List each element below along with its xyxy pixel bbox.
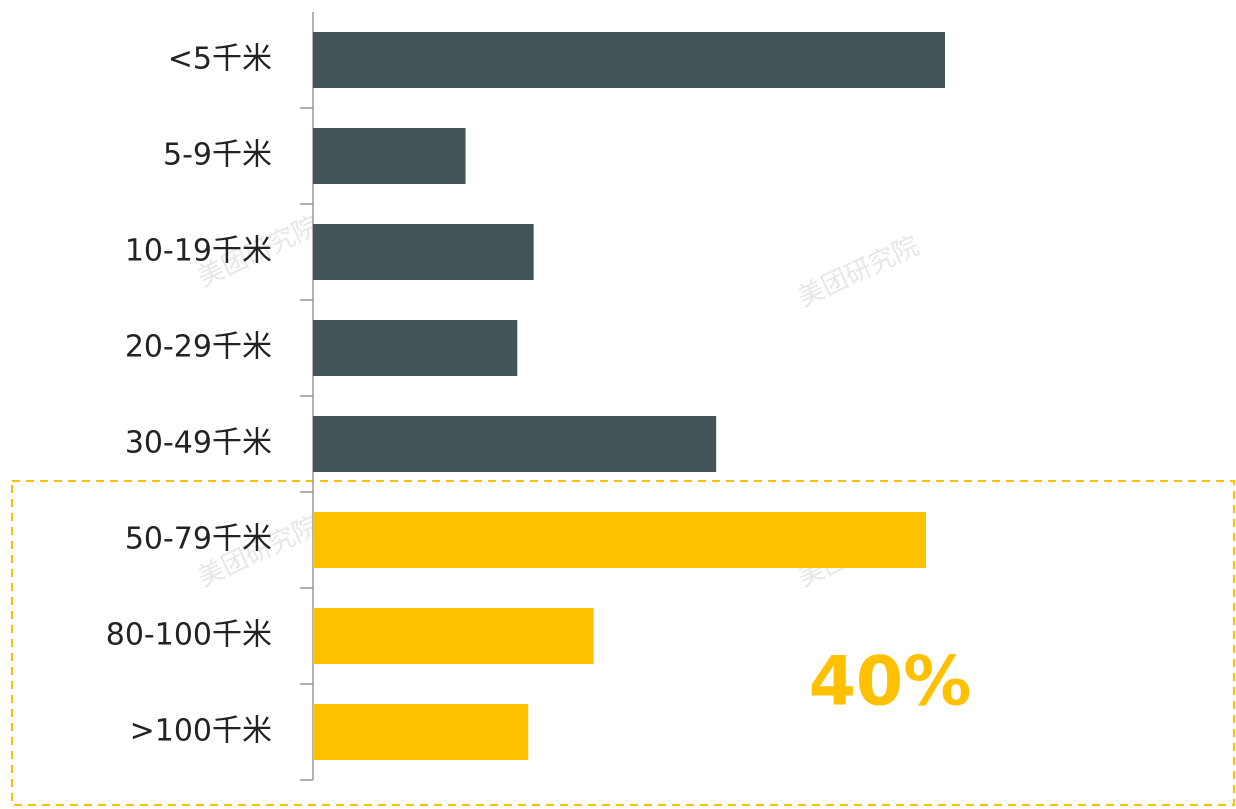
bar	[313, 512, 926, 568]
category-label: 20-29千米	[125, 330, 272, 365]
category-label: <5千米	[168, 42, 272, 77]
highlight-box	[11, 480, 1235, 806]
watermark: 美团研究院	[793, 231, 924, 313]
bar	[313, 608, 594, 664]
bar	[313, 32, 945, 88]
bar	[313, 704, 529, 760]
bar	[313, 224, 534, 280]
annotation: 40%	[809, 643, 972, 722]
bar	[313, 128, 466, 184]
category-label: 10-19千米	[125, 234, 272, 269]
category-label: >100千米	[130, 714, 272, 749]
category-label: 50-79千米	[125, 522, 272, 557]
bar	[313, 320, 518, 376]
category-label: 5-9千米	[163, 138, 272, 173]
bar	[313, 416, 717, 472]
category-label: 80-100千米	[106, 618, 272, 653]
category-label: 30-49千米	[125, 426, 272, 461]
